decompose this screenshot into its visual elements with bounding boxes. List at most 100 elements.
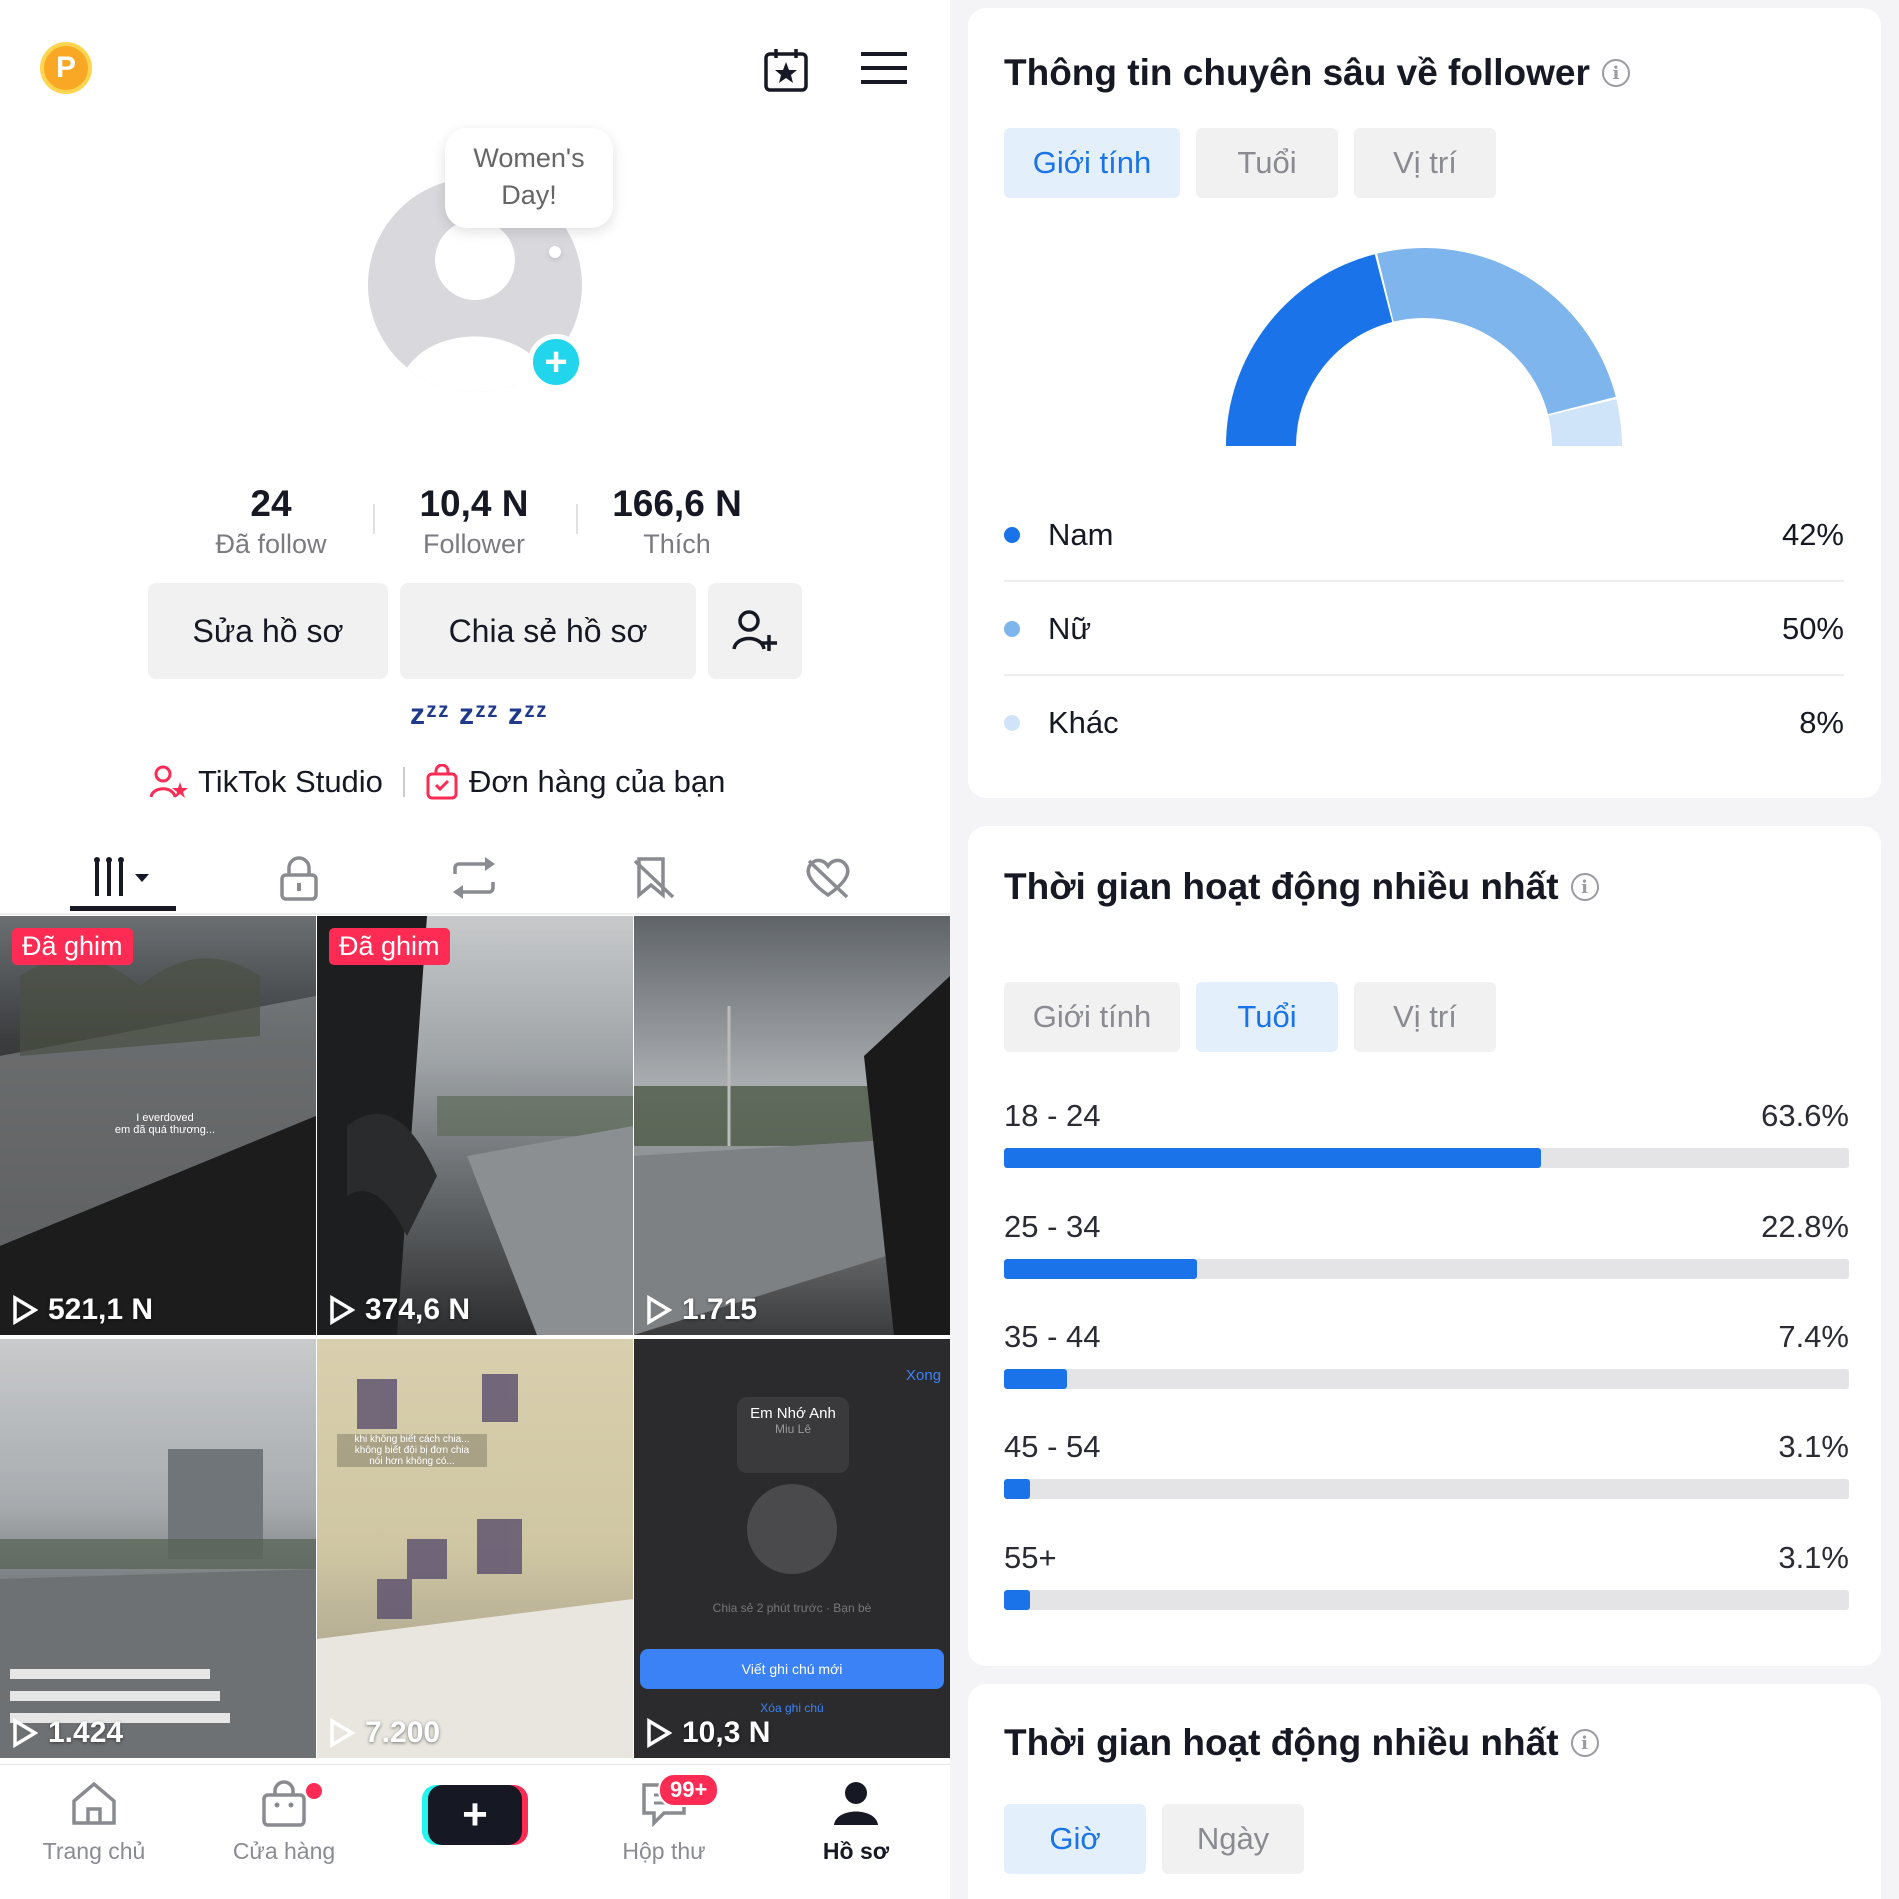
bubble-tail [549,246,561,258]
nav-inbox[interactable]: Hộp thư [594,1779,734,1865]
analytics-panel: Thông tin chuyên sâu về follower i Giới … [950,0,1899,1899]
tab-location[interactable]: Vị trí [1354,128,1496,198]
tab-gender[interactable]: Giới tính [1004,982,1180,1052]
video-scene [0,958,316,1335]
nav-shop-label: Cửa hàng [232,1838,336,1864]
content-tabs [0,840,950,915]
info-icon[interactable]: i [1570,1729,1599,1757]
age-bar-fill [1004,1148,1542,1168]
tab-age[interactable]: Tuổi [1196,128,1338,198]
menu-icon[interactable] [858,46,910,90]
shop-notification-dot [306,1783,322,1799]
info-icon[interactable]: i [1570,873,1599,901]
tab-reposts[interactable] [414,840,534,915]
nav-shop[interactable]: Cửa hàng [214,1779,354,1865]
age-value: 3.1% [1778,1540,1849,1575]
profile-icon [834,1782,878,1825]
tab-favorites-hidden[interactable] [594,840,714,915]
info-icon[interactable]: i [1601,59,1630,87]
shop-bag-icon [262,1780,306,1827]
create-button[interactable]: + [428,1785,522,1845]
stat-followers[interactable]: 10,4 N Follower [374,482,574,562]
video-caption-overlay: I everdoved em đã quá thương... [114,1112,216,1136]
video-grid: I everdoved em đã quá thương... Đã ghim … [0,916,950,1758]
age-bar-track [1004,1369,1849,1389]
edit-profile-button[interactable]: Sửa hồ sơ [148,583,388,679]
video-thumbnail[interactable]: khi không biết cách chia... không biết đ… [317,1339,633,1758]
tab-private[interactable] [239,840,359,915]
lock-icon [280,855,318,901]
stat-following[interactable]: 24 Đã follow [171,482,371,562]
song-artist: Miu Lê [774,1422,812,1436]
tab-age[interactable]: Tuổi [1196,982,1338,1052]
nav-home[interactable]: Trang chủ [24,1779,164,1865]
legend-dot-other [1004,715,1020,731]
gauge-segment-Nam [1226,254,1393,446]
video-thumbnail[interactable]: I everdoved em đã quá thương... Đã ghim … [0,916,316,1335]
age-value: 7.4% [1778,1319,1849,1354]
play-icon [647,1295,672,1325]
profile-panel: P + Women's Day! 24 Đã follow 10,4 N Fol… [0,0,950,1899]
tabs-divider [0,913,950,915]
default-avatar-icon [398,220,552,392]
add-friend-button[interactable] [708,583,802,679]
inbox-badge: 99+ [658,1773,720,1807]
age-bar-fill [1004,1479,1031,1499]
legend-label: Khác [1048,705,1119,740]
tab-gender[interactable]: Giới tính [1004,128,1180,198]
play-icon [13,1718,38,1748]
share-profile-button[interactable]: Chia sẻ hồ sơ [400,583,696,679]
orders-link[interactable]: Đơn hàng của bạn [425,764,725,800]
video-thumbnail[interactable]: Xong Em Nhớ Anh Miu Lê Chia sẻ 2 phút tr… [634,1339,950,1758]
active-tab-indicator [70,906,176,911]
tab-day[interactable]: Ngày [1162,1804,1304,1874]
legend-row-other: Khác 8% [1004,676,1844,770]
age-label: 45 - 54 [1004,1429,1101,1464]
likes-label: Thích [643,529,711,559]
legend-value: 42% [1781,517,1844,552]
likes-count: 166,6 N [612,483,742,524]
follower-label: Follower [422,529,526,559]
insights-title-text: Thông tin chuyên sâu về follower [1004,52,1590,93]
pinned-badge: Đã ghim [12,928,133,965]
calendar-star-icon[interactable] [760,44,812,96]
done-text: Xong [906,1367,942,1384]
view-count-text: 521,1 N [48,1293,154,1326]
view-count: 1.715 [646,1293,757,1327]
activity-age-card: Thời gian hoạt động nhiều nhất i Giới tí… [968,826,1881,1666]
stat-likes[interactable]: 166,6 N Thích [577,482,777,562]
nav-profile[interactable]: Hồ sơ [786,1779,926,1865]
age-bar-track [1004,1590,1849,1610]
bottom-nav: Trang chủ Cửa hàng + Hộp thư 99+ Hồ sơ [0,1764,950,1899]
tab-videos[interactable] [62,840,182,915]
tab-hour[interactable]: Giờ [1004,1804,1146,1874]
story-bubble[interactable]: Women's Day! [445,128,613,228]
video-thumbnail[interactable]: 1.424 [0,1339,316,1758]
video-thumbnail[interactable]: Đã ghim 374,6 N [317,916,633,1335]
activity-time-card: Thời gian hoạt động nhiều nhất i Giờ Ngà… [968,1684,1881,1899]
age-bar-fill [1004,1259,1197,1279]
play-icon [330,1718,355,1748]
tiktok-studio-link[interactable]: TikTok Studio [150,764,383,800]
activity-title-text: Thời gian hoạt động nhiều nhất [1004,866,1559,907]
age-bar-track [1004,1148,1849,1168]
points-badge-icon[interactable]: P [40,42,92,94]
stat-divider [373,504,375,534]
play-icon [330,1295,355,1325]
video-thumbnail[interactable]: 1.715 [634,916,950,1335]
add-user-icon [732,610,777,651]
legend-row-female: Nữ 50% [1004,582,1844,676]
view-count: 374,6 N [329,1293,470,1327]
activity-time-title-text: Thời gian hoạt động nhiều nhất [1004,1722,1559,1763]
gender-gauge-chart [1226,247,1622,446]
bio-text: zᶻᶻ zᶻᶻ zᶻᶻ [410,698,548,731]
following-count: 24 [250,483,292,524]
home-icon [72,1781,116,1825]
add-avatar-button[interactable]: + [528,334,584,390]
video-scene [0,1449,316,1758]
link-divider [402,767,405,797]
tab-liked-hidden[interactable] [768,840,888,915]
write-note-button: Viết ghi chú mới [640,1649,944,1689]
view-count: 7.200 [329,1716,440,1750]
tab-location[interactable]: Vị trí [1354,982,1496,1052]
